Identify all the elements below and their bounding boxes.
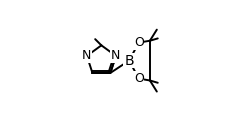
- Text: O: O: [134, 36, 144, 49]
- Text: N: N: [111, 49, 121, 62]
- Text: O: O: [134, 72, 144, 85]
- Text: N: N: [82, 49, 91, 62]
- Text: B: B: [124, 54, 134, 68]
